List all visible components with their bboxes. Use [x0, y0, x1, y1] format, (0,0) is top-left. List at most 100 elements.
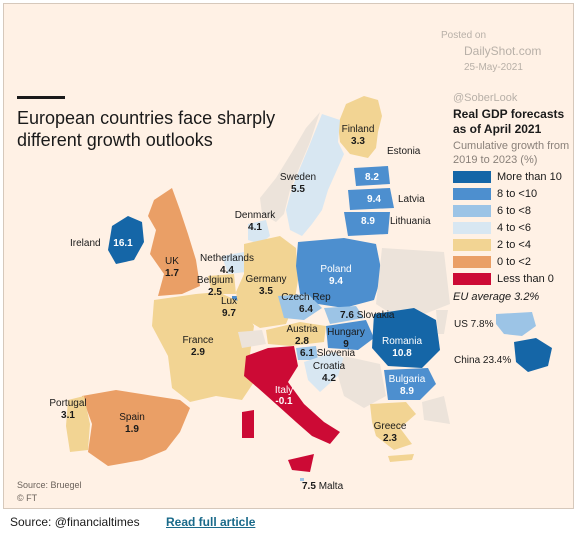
legend-label: More than 10 — [497, 171, 562, 183]
label-lux-name: Lux — [220, 296, 238, 307]
watermark-posted-on: Posted on — [441, 30, 487, 41]
map-moldova — [436, 310, 448, 334]
label-germany-value: 3.5 — [259, 286, 273, 297]
label-france-value: 2.9 — [191, 347, 205, 358]
label-malta: 7.5 Malta — [302, 481, 343, 492]
legend-item-6-to-8: 6 to <8 — [453, 204, 531, 218]
label-finland-name: Finland — [341, 124, 375, 135]
label-romania-value: 10.8 — [392, 348, 412, 359]
map-italy — [244, 346, 340, 444]
label-czech-value: 6.4 — [299, 304, 313, 315]
label-uk-value: 1.7 — [165, 268, 179, 279]
legend-item-2-to-4: 2 to <4 — [453, 238, 531, 252]
label-croatia-name: Croatia — [312, 361, 346, 372]
eu-average: EU average 3.2% — [453, 291, 540, 303]
map-turkey — [422, 396, 450, 424]
label-denmark-name: Denmark — [234, 210, 276, 221]
label-spain-name: Spain — [119, 412, 145, 423]
legend-swatch — [453, 239, 491, 251]
legend-item-more-than-10: More than 10 — [453, 170, 562, 184]
label-estonia-name: Estonia — [387, 146, 421, 157]
map-crete — [388, 454, 414, 462]
legend-item-less-than-0: Less than 0 — [453, 272, 554, 286]
label-lithuania-value: 8.9 — [361, 216, 375, 227]
label-france-name: France — [182, 335, 214, 346]
label-italy-name: Italy — [274, 385, 294, 396]
label-ireland-name: Ireland — [70, 238, 101, 249]
legend-item-4-to-6: 4 to <6 — [453, 221, 531, 235]
label-austria-name: Austria — [286, 324, 318, 335]
map-hungary — [326, 320, 374, 350]
label-spain-value: 1.9 — [125, 424, 139, 435]
map-us-inset — [496, 312, 536, 336]
legend-label: Less than 0 — [497, 273, 554, 285]
label-greece-value: 2.3 — [383, 433, 397, 444]
map-france — [152, 292, 258, 402]
map-switzerland — [238, 330, 266, 348]
legend-swatch — [453, 273, 491, 285]
headline-line-2: different growth outlooks — [17, 130, 213, 150]
label-poland-value: 9.4 — [329, 276, 343, 287]
map-ireland — [108, 216, 144, 264]
label-germany-name: Germany — [245, 274, 287, 285]
map-finland — [338, 96, 382, 158]
china-label: China 23.4% — [454, 355, 512, 366]
label-bulgaria-value: 8.9 — [400, 386, 414, 397]
label-croatia-value: 4.2 — [322, 373, 336, 384]
headline-line-1: European countries face sharply — [17, 108, 276, 128]
map-norway — [260, 112, 320, 222]
headline: European countries face sharply differen… — [17, 107, 275, 151]
map-lithuania — [344, 212, 390, 236]
map-netherlands — [222, 252, 246, 274]
map-estonia — [354, 166, 390, 186]
map-spain — [82, 390, 190, 466]
map-slovenia — [296, 346, 318, 360]
europe-map — [66, 96, 552, 481]
label-finland-value: 3.3 — [351, 136, 365, 147]
label-lithuania-name: Lithuania — [390, 216, 431, 227]
label-sweden-value: 5.5 — [291, 184, 305, 195]
map-ukraine — [376, 248, 450, 322]
legend-title: Real GDP forecasts as of April 2021 — [453, 107, 564, 137]
chart-copyright: © FT — [17, 493, 38, 503]
map-austria — [266, 322, 326, 346]
legend-swatch — [453, 256, 491, 268]
legend-subtitle: Cumulative growth from 2019 to 2023 (%) — [453, 139, 569, 167]
legend-item-0-to-2: 0 to <2 — [453, 255, 531, 269]
read-full-article-link[interactable]: Read full article — [166, 515, 256, 529]
map-sicily — [288, 454, 314, 472]
map-portugal — [66, 396, 90, 452]
map-card: European countries face sharply differen… — [3, 3, 574, 509]
map-belgium — [208, 274, 236, 294]
map-slovakia — [324, 306, 364, 324]
label-uk-name: UK — [165, 256, 179, 267]
label-austria-value: 2.8 — [295, 336, 309, 347]
legend-item-8-to-10: 8 to <10 — [453, 187, 537, 201]
map-denmark — [248, 220, 270, 244]
map-poland — [296, 238, 382, 308]
label-slovenia-name: Slovenia — [316, 348, 356, 359]
label-portugal-name: Portugal — [49, 398, 87, 409]
legend-title-line-2: as of April 2021 — [453, 122, 542, 136]
watermark-site: DailyShot.com — [464, 44, 542, 58]
headline-rule — [17, 96, 65, 99]
legend-label: 2 to <4 — [497, 239, 531, 251]
label-slovakia-value-text: 7.6 — [340, 310, 354, 321]
label-romania-name: Romania — [381, 336, 423, 347]
map-china-inset — [514, 338, 552, 372]
watermark-handle: @SoberLook — [453, 92, 518, 104]
map-czech — [278, 294, 322, 320]
legend-label: 0 to <2 — [497, 256, 531, 268]
legend-label: 6 to <8 — [497, 205, 531, 217]
us-label: US 7.8% — [454, 319, 494, 330]
legend-swatch — [453, 188, 491, 200]
legend-title-line-1: Real GDP forecasts — [453, 107, 565, 121]
label-slovakia-value: 7.6 Slovakia — [340, 310, 395, 321]
label-malta-value: 7.5 — [302, 481, 316, 492]
label-portugal-value: 3.1 — [61, 410, 75, 421]
label-estonia-value: 8.2 — [365, 172, 379, 183]
map-bulgaria — [384, 368, 436, 400]
chart-source: Source: Bruegel — [17, 480, 82, 490]
legend-swatch — [453, 205, 491, 217]
label-slovenia-value: 6.1 — [300, 348, 314, 359]
